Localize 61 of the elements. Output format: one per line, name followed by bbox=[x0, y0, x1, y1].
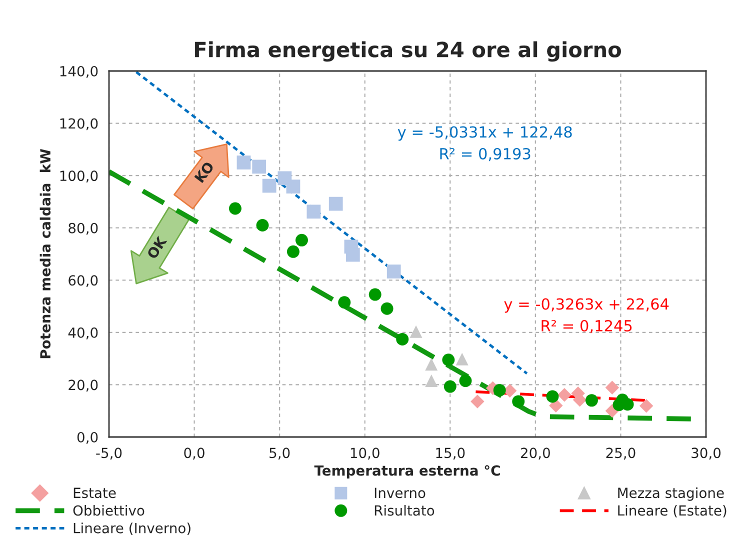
y-tick-label: 120,0 bbox=[60, 118, 98, 130]
point bbox=[410, 325, 422, 338]
legend-label: Mezza stagione bbox=[618, 487, 724, 501]
y-tick-label: 0,0 bbox=[77, 432, 98, 444]
x-tick-label: -5,0 bbox=[96, 448, 122, 460]
point bbox=[328, 196, 343, 211]
point bbox=[512, 395, 525, 408]
annotation: OK bbox=[146, 235, 168, 260]
y-tick-label: 140,0 bbox=[60, 66, 98, 78]
point bbox=[386, 264, 401, 278]
x-tick-label: 5,0 bbox=[270, 448, 290, 460]
x-axis-title: Temperatura esterna °C bbox=[314, 465, 500, 478]
x-tick-label: 10,0 bbox=[350, 448, 380, 460]
y-tick-label: 60,0 bbox=[68, 275, 98, 288]
annotation: KO bbox=[194, 160, 215, 184]
legend-label: Estate bbox=[74, 488, 116, 498]
point bbox=[262, 178, 276, 193]
point bbox=[252, 160, 266, 174]
chart-title: Firma energetica su 24 ore al giorno bbox=[195, 41, 621, 62]
legend-label: Lineare (Inverno) bbox=[74, 522, 190, 535]
point bbox=[380, 302, 394, 315]
point bbox=[442, 354, 455, 366]
y-tick-label: 20,0 bbox=[68, 380, 98, 392]
point bbox=[425, 358, 438, 371]
point bbox=[346, 248, 360, 262]
point bbox=[639, 399, 654, 413]
point bbox=[546, 390, 559, 403]
point bbox=[425, 374, 438, 388]
point bbox=[605, 380, 620, 394]
y-tick-label: 100,0 bbox=[60, 170, 98, 182]
point bbox=[396, 332, 409, 346]
point bbox=[459, 374, 472, 388]
point bbox=[228, 202, 242, 215]
point bbox=[236, 156, 251, 170]
y-axis-title: Potenza media caldaia kW bbox=[40, 149, 51, 358]
point bbox=[295, 234, 308, 246]
point bbox=[444, 380, 456, 393]
point bbox=[558, 388, 572, 402]
legend-label: Inverno bbox=[374, 488, 426, 498]
point bbox=[493, 384, 506, 396]
legend-label: Lineare (Estate) bbox=[618, 504, 726, 518]
x-tick-label: 30,0 bbox=[692, 448, 721, 460]
point bbox=[585, 394, 598, 407]
point bbox=[286, 180, 300, 194]
point bbox=[306, 204, 321, 219]
legend-label: Obbiettivo bbox=[73, 504, 144, 516]
point bbox=[470, 394, 484, 408]
annotation: y = -5,0331x + 122,48 R² = 0,9193 bbox=[398, 126, 572, 162]
annotation: y = -0,3263x + 22,64 R² = 0,1245 bbox=[504, 298, 669, 334]
y-tick-label: 80,0 bbox=[68, 222, 98, 235]
point bbox=[338, 296, 351, 309]
x-tick-label: 0,0 bbox=[184, 448, 204, 460]
x-tick-label: 15,0 bbox=[436, 448, 465, 460]
point bbox=[256, 218, 269, 232]
point bbox=[456, 352, 468, 366]
x-tick-label: 25,0 bbox=[606, 448, 636, 460]
point bbox=[368, 288, 382, 301]
x-tick-label: 20,0 bbox=[520, 448, 550, 460]
point bbox=[286, 245, 300, 258]
legend-label: Risultato bbox=[374, 504, 434, 516]
y-tick-label: 40,0 bbox=[68, 327, 98, 340]
